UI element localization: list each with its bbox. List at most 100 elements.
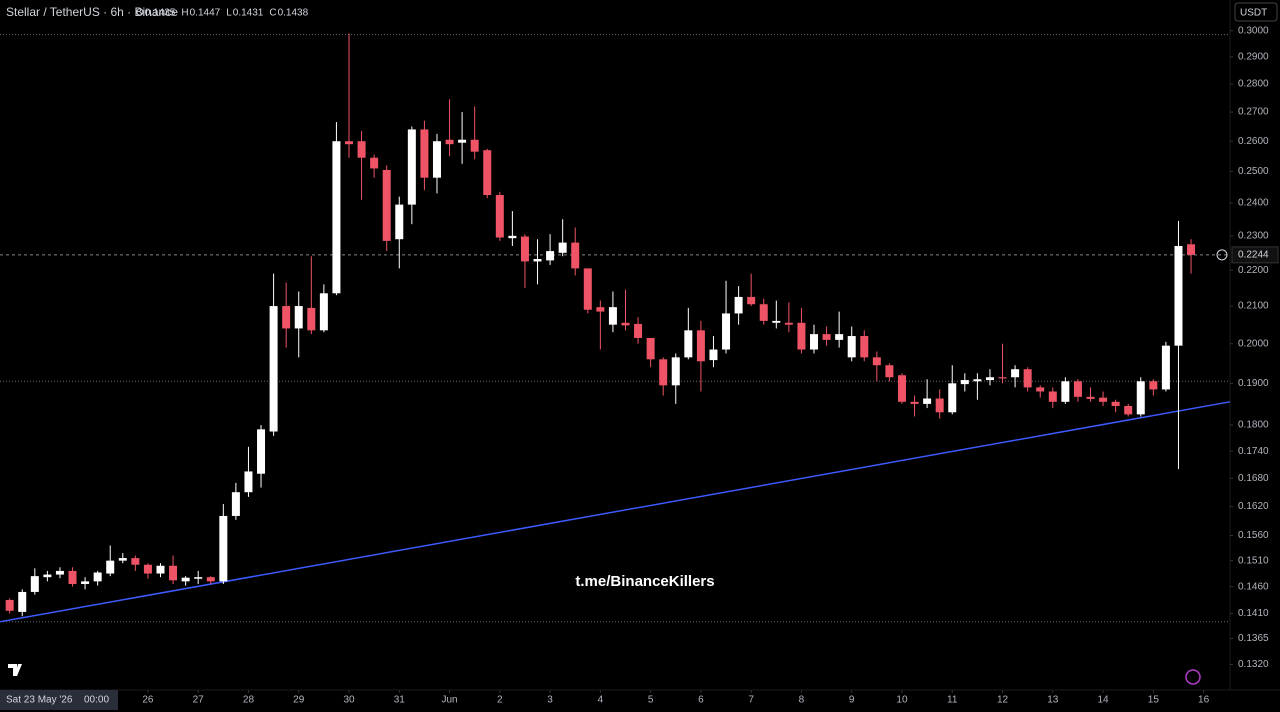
- y-tick-label: 0.2500: [1238, 166, 1269, 177]
- y-tick-label: 0.2700: [1238, 107, 1269, 118]
- ohlc-key: L: [226, 8, 232, 19]
- crosshair-date: Sat 23 May '26: [6, 695, 73, 706]
- candle-body: [294, 306, 303, 329]
- candle-body: [495, 195, 504, 238]
- candle-body: [432, 141, 441, 178]
- candle-body: [118, 558, 127, 561]
- chart-title: Stellar / TetherUS · 6h · Binance: [6, 5, 178, 19]
- y-tick-label: 0.3000: [1238, 25, 1269, 36]
- x-tick-label: 12: [997, 695, 1009, 706]
- y-tick-label: 0.2800: [1238, 79, 1269, 90]
- x-tick-label: 16: [1198, 695, 1210, 706]
- candle-body: [734, 296, 743, 314]
- candle-body: [81, 581, 90, 584]
- candle-body: [470, 139, 479, 152]
- candle-body: [30, 576, 39, 592]
- crosshair-box: [0, 690, 118, 710]
- candle-body: [546, 251, 555, 261]
- candle-body: [696, 330, 705, 362]
- candle-body: [307, 307, 316, 331]
- candle-body: [93, 572, 102, 582]
- candle-body: [5, 599, 14, 611]
- candle-body: [835, 334, 844, 340]
- candle-body: [269, 306, 278, 432]
- candle-body: [885, 365, 894, 378]
- candle-body: [244, 471, 253, 493]
- candle-body: [558, 242, 567, 253]
- candle-body: [1124, 405, 1133, 415]
- candle-body: [68, 570, 77, 584]
- candle-body: [231, 492, 240, 516]
- candle-body: [910, 401, 919, 404]
- candle-body: [345, 141, 354, 145]
- y-tick-label: 0.1410: [1238, 608, 1269, 619]
- ohlc-key: C: [269, 8, 276, 19]
- candle-body: [18, 591, 27, 612]
- candle-body: [935, 398, 944, 413]
- candle-body: [1073, 381, 1082, 397]
- x-tick-label: 11: [947, 695, 958, 706]
- candle-body: [847, 336, 856, 358]
- y-tick-label: 0.2300: [1238, 230, 1269, 241]
- x-tick-label: 29: [293, 695, 305, 706]
- trendline: [0, 401, 1231, 623]
- candle-body: [960, 380, 969, 385]
- price-icon: [1216, 249, 1228, 261]
- candle-body: [810, 334, 819, 350]
- currency-button[interactable]: [1234, 2, 1278, 22]
- candle-body: [520, 236, 529, 262]
- candle-body: [872, 357, 881, 366]
- x-tick-label: 30: [343, 695, 355, 706]
- y-tick-label: 0.1620: [1238, 501, 1269, 512]
- y-tick-label: 0.2100: [1238, 301, 1269, 312]
- candle-body: [897, 375, 906, 402]
- candle-body: [1136, 381, 1145, 415]
- candle-body: [985, 377, 994, 381]
- y-tick-label: 0.2600: [1238, 136, 1269, 147]
- candle-body: [923, 398, 932, 404]
- candle-body: [596, 307, 605, 312]
- candle-body: [973, 379, 982, 382]
- current-price-box: [1231, 246, 1279, 264]
- candle-body: [106, 560, 115, 574]
- ohlc-key: O: [136, 8, 144, 19]
- logo-shape: [8, 664, 22, 676]
- candle-body: [458, 139, 467, 143]
- current-price-label: 0.2244: [1238, 250, 1269, 261]
- x-tick-label: 3: [547, 695, 553, 706]
- x-tick-label: 6: [698, 695, 704, 706]
- candle-body: [508, 235, 517, 239]
- candle-body: [608, 307, 617, 325]
- candle-body: [282, 306, 291, 329]
- x-tick-label: 26: [142, 695, 154, 706]
- y-tick-label: 0.1510: [1238, 555, 1269, 566]
- y-tick-label: 0.2900: [1238, 52, 1269, 63]
- candle-body: [156, 565, 165, 574]
- y-tick-label: 0.2400: [1238, 198, 1269, 209]
- x-tick-label: 27: [193, 695, 205, 706]
- candle-body: [822, 334, 831, 340]
- x-tick-label: 13: [1047, 695, 1059, 706]
- x-tick-label: 31: [394, 695, 406, 706]
- candle-body: [1099, 397, 1108, 402]
- indicator-icon[interactable]: [1185, 669, 1201, 685]
- candle-body: [43, 574, 52, 578]
- candle-body: [407, 129, 416, 205]
- candle-body: [1187, 244, 1196, 255]
- candle-body: [797, 322, 806, 350]
- candle-body: [784, 322, 793, 325]
- currency-label[interactable]: USDT: [1240, 8, 1267, 19]
- candle-body: [1149, 381, 1158, 390]
- candle-body: [860, 336, 869, 358]
- candle-body: [722, 313, 731, 350]
- candle-body: [420, 129, 429, 178]
- y-tick-label: 0.1680: [1238, 473, 1269, 484]
- candle-body: [395, 204, 404, 240]
- candle-body: [772, 320, 781, 323]
- candle-body: [747, 296, 756, 305]
- y-tick-label: 0.1460: [1238, 581, 1269, 592]
- ohlc-value: 0.1438: [278, 8, 309, 19]
- candle-body: [646, 337, 655, 360]
